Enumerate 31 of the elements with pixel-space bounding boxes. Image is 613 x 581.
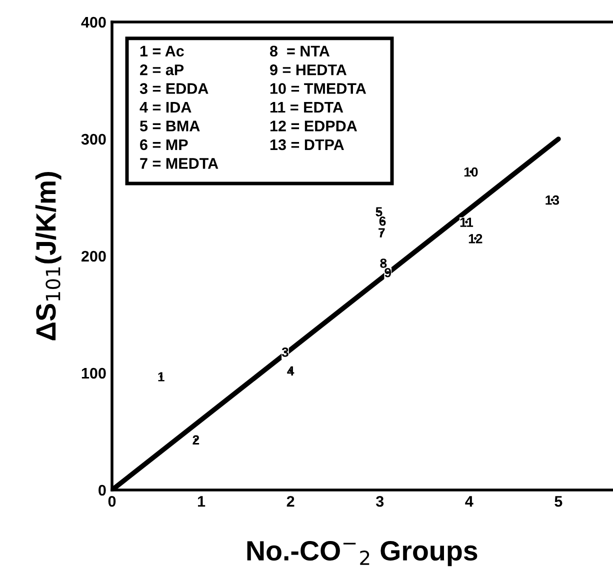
annotation: 12 = EDPDA xyxy=(270,120,357,132)
y-tick-label: 200 xyxy=(81,250,106,262)
annotation: 4 = IDA xyxy=(140,102,192,113)
series-label: 10 xyxy=(464,167,478,177)
x-tick-label: 5 xyxy=(554,496,562,507)
annotation: 5 = BMA xyxy=(140,120,200,132)
series-label: 4 xyxy=(287,366,294,376)
annotation: 6 = MP xyxy=(140,139,188,150)
x-tick-label: 4 xyxy=(465,496,474,507)
y-tick-label: 100 xyxy=(82,368,106,379)
series-label: 12 xyxy=(468,234,482,244)
y-axis-title: ΔS$_{101}$(J/K/m) xyxy=(35,172,62,340)
annotation: 3 = EDDA xyxy=(140,83,208,94)
x-tick-label: 2 xyxy=(286,496,294,507)
annotation: 10 = TMEDTA xyxy=(270,83,366,94)
annotation: 1 = Ac xyxy=(140,46,184,57)
y-tick-label: 300 xyxy=(81,134,106,145)
annotation: 2 = aP xyxy=(140,64,184,76)
x-tick-label: 1 xyxy=(198,496,206,507)
annotation: 13 = DTPA xyxy=(270,139,344,150)
annotation: 9 = HEDTA xyxy=(270,64,346,76)
x-axis-title: No.-CO$^{−}$$_{2}$ Groups xyxy=(247,540,478,566)
series-label: 13 xyxy=(546,195,560,205)
annotation: 11 = EDTA xyxy=(270,102,344,113)
y-tick-label: 400 xyxy=(81,16,106,28)
annotation: 8 = NTA xyxy=(270,46,330,57)
x-tick-label: 3 xyxy=(376,496,384,507)
series-label: 11 xyxy=(460,218,474,227)
annotation: 7 = MEDTA xyxy=(140,158,218,169)
x-tick-label: 0 xyxy=(108,496,116,507)
y-tick-label: 0 xyxy=(98,484,106,496)
